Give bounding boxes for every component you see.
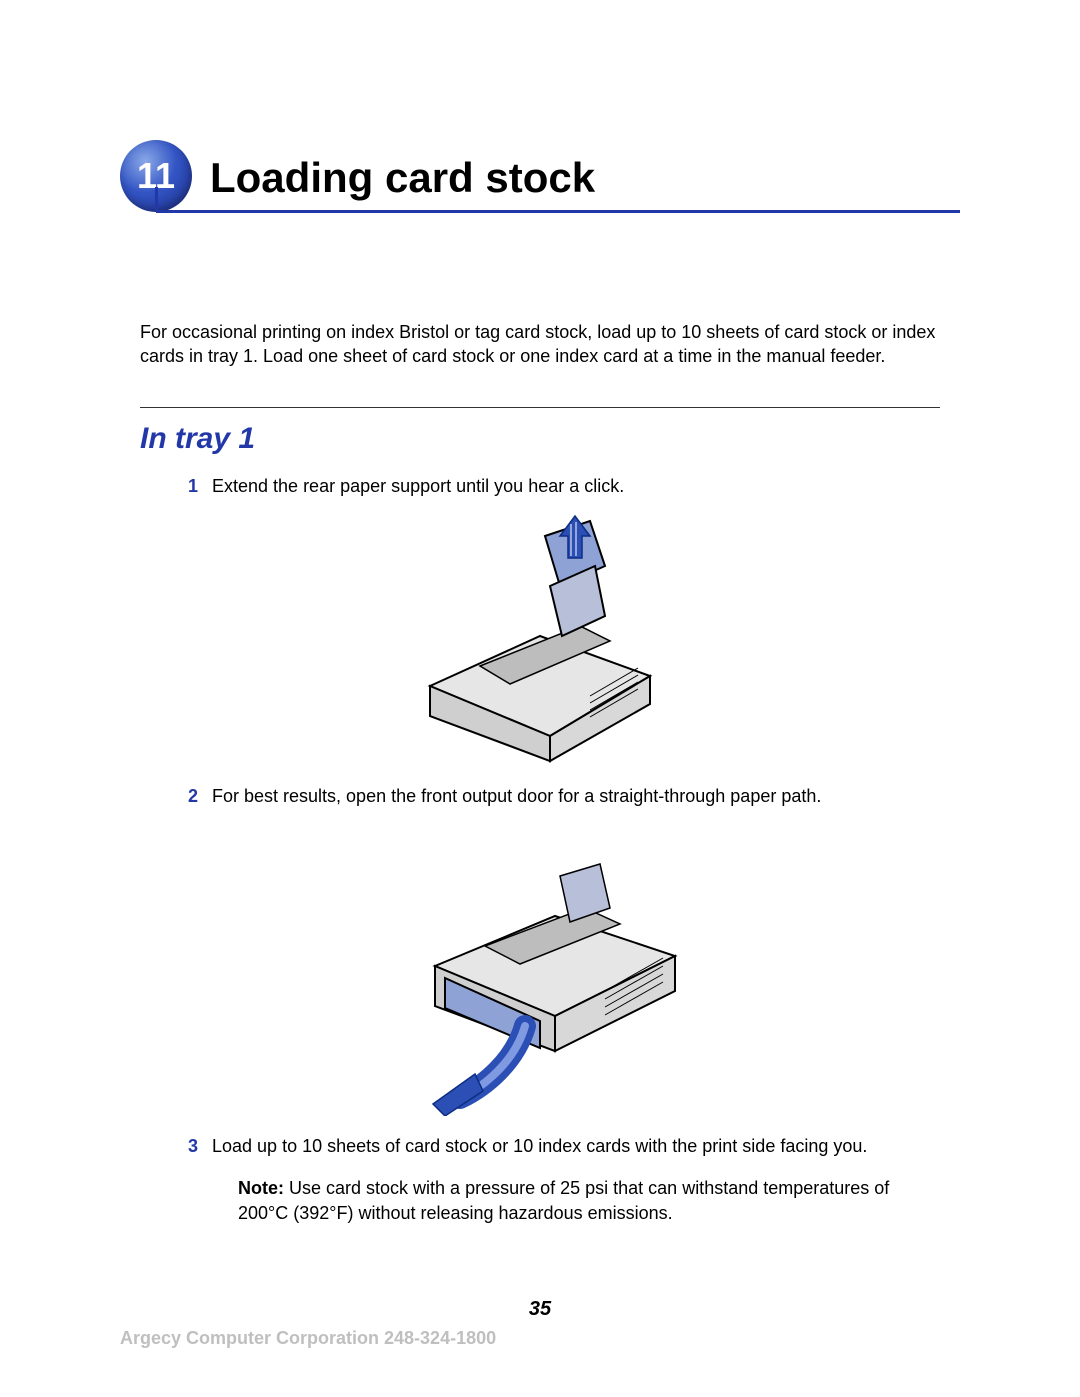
document-page: 11 Loading card stock For occasional pri… (0, 0, 1080, 1397)
intro-paragraph: For occasional printing on index Bristol… (120, 320, 960, 369)
section-title: In tray 1 (140, 422, 940, 456)
step-text: Load up to 10 sheets of card stock or 10… (212, 1134, 940, 1158)
printer-illustration-1 (390, 506, 690, 766)
section-rule (140, 407, 940, 408)
step-number: 3 (180, 1134, 198, 1158)
footer-text: Argecy Computer Corporation 248-324-1800 (120, 1328, 496, 1349)
chapter-title: Loading card stock (210, 154, 595, 202)
step-text: Extend the rear paper support until you … (212, 474, 940, 498)
step-3: 3 Load up to 10 sheets of card stock or … (180, 1134, 940, 1158)
chapter-header: 11 Loading card stock (120, 140, 960, 260)
step-1: 1 Extend the rear paper support until yo… (180, 474, 940, 498)
printer-illustration-2 (375, 816, 705, 1116)
page-number: 35 (0, 1298, 1080, 1321)
note-text: Use card stock with a pressure of 25 psi… (238, 1178, 889, 1222)
step-text: For best results, open the front output … (212, 784, 940, 808)
chapter-rule (156, 210, 960, 213)
step-2: 2 For best results, open the front outpu… (180, 784, 940, 808)
step-number: 2 (180, 784, 198, 808)
printer-front-door-figure (120, 816, 960, 1116)
note-paragraph: Note: Use card stock with a pressure of … (238, 1176, 940, 1225)
note-label: Note: (238, 1178, 284, 1198)
step-number: 1 (180, 474, 198, 498)
printer-rear-support-figure (120, 506, 960, 766)
